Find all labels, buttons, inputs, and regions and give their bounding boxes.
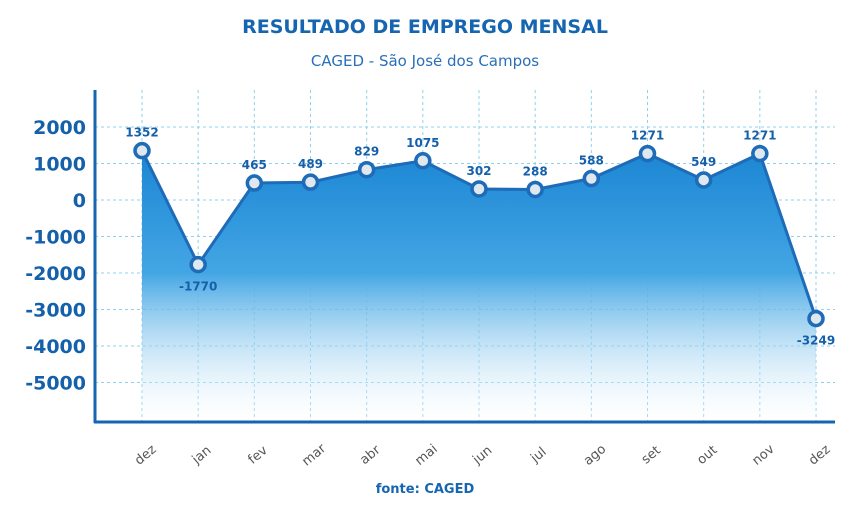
- data-point: [189, 255, 207, 274]
- data-label: 1271: [631, 129, 664, 143]
- chart-subtitle: CAGED - São José dos Campos: [310, 52, 540, 70]
- data-label: 302: [466, 164, 491, 178]
- data-label: 288: [523, 164, 548, 178]
- data-label: -3249: [797, 334, 835, 348]
- chart-source: fonte: CAGED: [375, 482, 475, 497]
- data-markers: [133, 141, 825, 328]
- area-fill: [142, 150, 816, 422]
- y-tick-labels: 2000 1000 0 -1000 -2000 -3000 -4000 -5000: [25, 117, 86, 395]
- x-tick-label: jan: [189, 443, 215, 468]
- x-tick-label: abr: [357, 442, 384, 468]
- axes: [93, 90, 835, 424]
- data-point: [638, 144, 657, 163]
- y-tick-label: -4000: [25, 336, 86, 358]
- data-point: [582, 169, 601, 188]
- data-label: 489: [298, 157, 323, 171]
- y-tick-label: -5000: [25, 373, 86, 395]
- x-tick-label: ago: [581, 442, 609, 469]
- data-label: 829: [354, 145, 379, 159]
- data-point: [133, 141, 151, 160]
- x-tick-label: jun: [469, 443, 495, 468]
- data-point: [414, 152, 432, 170]
- x-tick-label: fev: [245, 443, 270, 468]
- data-label: 465: [242, 158, 267, 172]
- x-tick-label: dez: [132, 442, 159, 468]
- y-tick-label: -2000: [25, 263, 86, 285]
- data-labels: 1352 -1770 465 489 829 1075 302 288 588 1271 549 12…: [125, 126, 835, 348]
- x-tick-label: out: [694, 443, 720, 468]
- x-tick-labels: dez jan fev mar abr mai jun jul ago set out nov dez: [132, 441, 833, 470]
- y-tick-label: 2000: [33, 117, 86, 139]
- data-label: 549: [691, 155, 716, 169]
- x-tick-label: mai: [412, 442, 440, 469]
- y-tick-label: 0: [73, 190, 86, 212]
- data-point: [357, 160, 376, 179]
- data-label: 588: [579, 154, 604, 168]
- data-point: [245, 174, 264, 192]
- data-label: 1075: [406, 136, 439, 150]
- chart-title: RESULTADO DE EMPREGO MENSAL: [242, 16, 608, 38]
- x-tick-label: mar: [299, 441, 329, 470]
- x-tick-label: set: [639, 443, 664, 467]
- data-label: -1770: [179, 280, 217, 294]
- data-point: [301, 173, 320, 191]
- y-tick-label: -1000: [25, 227, 86, 249]
- data-point: [751, 144, 769, 163]
- y-tick-label: -3000: [25, 300, 86, 322]
- data-point: [526, 180, 544, 199]
- data-label: 1352: [125, 126, 158, 140]
- y-tick-label: 1000: [33, 154, 86, 176]
- data-label: 1271: [743, 129, 776, 143]
- x-tick-label: dez: [806, 442, 833, 468]
- data-point: [470, 180, 488, 198]
- x-tick-label: jul: [527, 445, 549, 467]
- data-point: [694, 171, 713, 189]
- data-point: [807, 309, 825, 328]
- x-tick-label: nov: [750, 442, 778, 469]
